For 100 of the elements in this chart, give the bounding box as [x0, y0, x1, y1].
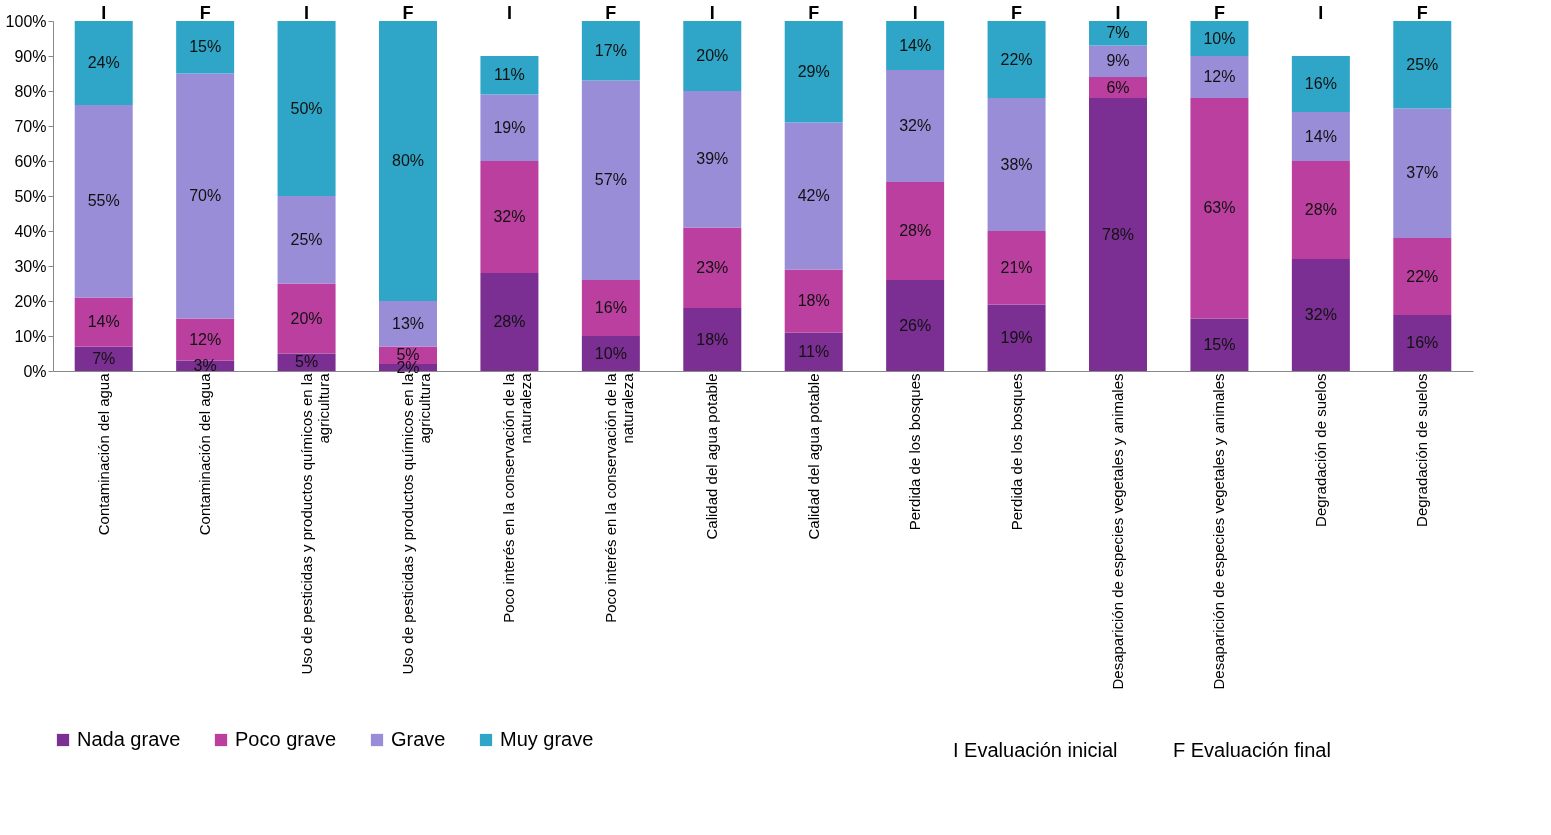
data-label: 80%: [391, 152, 425, 169]
data-label: 14%: [899, 36, 932, 54]
x-tick-label: Perdida de los bosques: [906, 373, 924, 531]
data-label: 3%: [193, 356, 217, 374]
data-label: 26%: [899, 316, 932, 334]
bar: [987, 21, 1046, 98]
y-tick-label: 40%: [14, 222, 47, 240]
data-label: 55%: [87, 192, 120, 210]
data-label: 15%: [189, 38, 222, 56]
annotation: F: [199, 3, 211, 23]
data-label: 28%: [899, 222, 932, 239]
data-label: 17%: [594, 41, 627, 59]
x-tick-label: Degradación de suelos: [1311, 373, 1329, 527]
bar: [74, 21, 133, 105]
bar: [987, 98, 1046, 231]
bar: [176, 318, 235, 361]
data-label: 9%: [1106, 52, 1130, 70]
legend-label: Muy grave: [500, 728, 594, 750]
bar: [74, 297, 133, 347]
bar: [379, 21, 437, 301]
data-label: 16%: [1406, 334, 1439, 351]
data-label: 57%: [594, 171, 627, 189]
y-tick-label: 70%: [14, 117, 47, 135]
data-label: 7%: [1106, 24, 1130, 42]
x-tick-label: Calidad del agua potable: [804, 373, 822, 540]
bar: [683, 91, 742, 228]
bar: [886, 21, 945, 70]
data-label: 50%: [290, 99, 323, 117]
data-label: 16%: [1304, 75, 1337, 92]
annotation: I: [101, 3, 107, 23]
bar: [886, 182, 945, 280]
x-tick-label: Poco interés en la conservación de la naturaleza: [601, 372, 636, 623]
x-tick-label: Degradación de suelos: [1413, 373, 1431, 527]
data-label: 14%: [87, 313, 120, 330]
data-label: 7%: [92, 349, 116, 367]
x-tick-label: Uso de pesticidas y productos químicos en la agricultura: [297, 372, 332, 675]
bar: [1291, 56, 1350, 112]
bar: [886, 280, 945, 371]
bar: [1393, 21, 1452, 109]
data-label: 78%: [1101, 225, 1135, 243]
bar: [1190, 21, 1249, 56]
bar: [1190, 56, 1249, 98]
data-label: 25%: [290, 230, 323, 248]
bar: [987, 304, 1046, 371]
annotation: I: [304, 3, 310, 23]
data-label: 20%: [696, 47, 729, 64]
data-label: 32%: [899, 117, 932, 134]
data-label: 22%: [1406, 267, 1439, 285]
annotation: F: [402, 3, 414, 23]
bar: [581, 80, 640, 280]
x-tick-label: Desaparición de especies vegetales y animales: [1109, 373, 1126, 690]
x-tick-label: Desaparición de especies vegetales y animales: [1210, 373, 1228, 690]
bar: [379, 301, 437, 347]
y-tick-label: 80%: [14, 82, 47, 100]
annotation: F: [605, 3, 617, 23]
bar: [987, 231, 1046, 305]
data-label: 32%: [1304, 306, 1337, 323]
bar: [277, 283, 336, 354]
x-tick-label: Contaminación del agua: [196, 372, 214, 536]
bar: [581, 21, 640, 81]
data-label: 28%: [493, 313, 526, 330]
annotation: F: [1416, 3, 1428, 23]
data-label: 22%: [1000, 50, 1033, 68]
bar: [683, 21, 742, 91]
bar: [1089, 21, 1147, 46]
annotation: I: [1115, 3, 1121, 23]
annotation: I: [912, 3, 918, 23]
bar: [1291, 259, 1350, 371]
data-label: 29%: [797, 62, 830, 80]
data-label: 70%: [189, 187, 222, 204]
y-tick-label: 10%: [14, 327, 47, 345]
bar: [176, 73, 235, 319]
x-tick-label: Poco interés en la conservación de la naturaleza: [500, 372, 535, 623]
y-tick-label: 30%: [14, 257, 47, 275]
y-tick-label: 90%: [14, 47, 47, 65]
legend-label: Poco grave: [235, 728, 337, 750]
bar: [1291, 161, 1350, 259]
bar: [480, 56, 539, 95]
x-tick-label: Uso de pesticidas y productos químicos en la agricultura: [399, 372, 433, 675]
data-label: 16%: [594, 299, 627, 316]
data-label: 6%: [1106, 78, 1130, 96]
text: F Evaluación final: [1173, 739, 1331, 761]
x-tick-label: Calidad del agua potable: [703, 373, 721, 540]
y-tick-label: 60%: [14, 152, 47, 170]
data-label: 12%: [1203, 68, 1236, 85]
data-label: 10%: [594, 344, 627, 362]
data-label: 14%: [1304, 127, 1337, 145]
y-tick-label: 50%: [14, 187, 47, 205]
data-label: 10%: [1203, 29, 1236, 47]
y-tick-label: 20%: [14, 292, 47, 310]
annotation: I: [1318, 3, 1324, 23]
data-label: 38%: [1000, 155, 1033, 173]
data-label: 19%: [1000, 328, 1033, 346]
annotation: F: [1213, 3, 1225, 23]
data-label: 19%: [493, 118, 526, 136]
bar: [1393, 108, 1452, 238]
data-label: 37%: [1406, 164, 1439, 182]
annotation: F: [808, 3, 820, 23]
bar: [1393, 238, 1452, 315]
bar: [784, 332, 843, 371]
